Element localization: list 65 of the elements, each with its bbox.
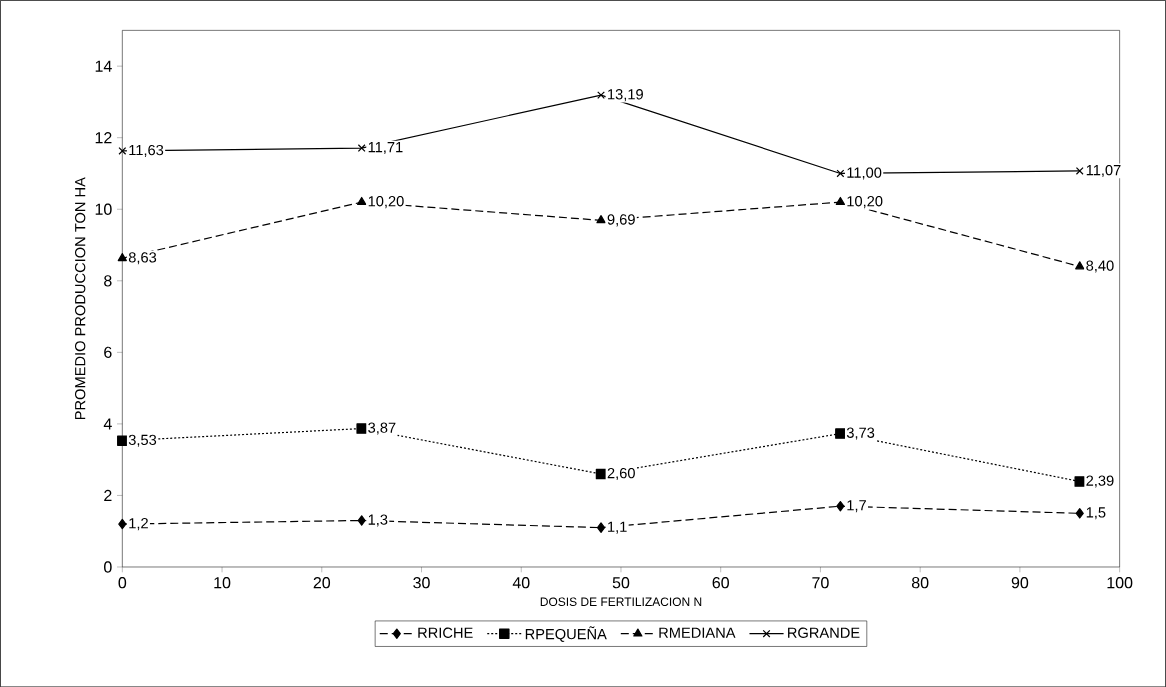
data-label: 11,71 [368, 141, 403, 154]
point [118, 146, 127, 155]
data-label: 1,1 [608, 521, 627, 534]
data-label: 2,39 [1086, 475, 1114, 488]
data-label: 1,3 [368, 514, 388, 527]
data-label: 10,20 [368, 195, 404, 208]
point [357, 515, 366, 526]
data-label: 11,07 [1086, 164, 1121, 177]
point [835, 196, 846, 205]
x-tick-label: 60 [712, 576, 729, 589]
data-label: 8,63 [128, 252, 157, 265]
point [117, 435, 128, 446]
legend-label: RRICHE [418, 627, 473, 638]
point [1075, 261, 1085, 270]
point [117, 252, 127, 262]
data-label: 2,60 [607, 467, 635, 480]
y-axis-title: PROMEDIO PRODUCCION TON HA [74, 176, 86, 419]
data-label: 1,2 [129, 517, 148, 530]
point [836, 169, 845, 178]
y-tick-label: 14 [95, 60, 112, 72]
data-label: 1,5 [1086, 507, 1106, 520]
point [357, 144, 366, 152]
y-tick-label: 0 [104, 561, 112, 573]
y-tick-label: 12 [95, 131, 112, 144]
point [118, 518, 127, 530]
x-tick-label: 100 [1107, 576, 1133, 589]
y-tick-label: 6 [104, 346, 112, 358]
x-tick-label: 50 [612, 576, 630, 589]
point [1075, 166, 1084, 175]
x-tick-label: 30 [413, 576, 430, 589]
point [357, 196, 367, 205]
data-label: 11,63 [129, 144, 164, 157]
point [595, 468, 607, 480]
data-label: 1,7 [847, 500, 866, 513]
point [596, 214, 606, 224]
point [835, 428, 846, 439]
y-tick-label: 8 [104, 274, 112, 287]
legend-label: RPEQUEÑA [525, 626, 607, 642]
x-tick-label: 70 [812, 576, 829, 589]
x-tick-label: 0 [118, 576, 127, 589]
legend-label: RMEDIANA [659, 627, 736, 638]
data-label: 9,69 [607, 214, 635, 227]
data-label: 3,73 [846, 427, 875, 440]
data-label: 11,00 [847, 167, 882, 180]
x-axis-title: DOSIS DE FERTILIZACION N [540, 597, 702, 606]
legend-label: RGRANDE [788, 627, 860, 638]
point [596, 522, 606, 533]
y-tick-label: 4 [103, 418, 112, 430]
point [356, 423, 367, 434]
data-label: 3,53 [128, 434, 157, 447]
x-tick-label: 80 [911, 576, 929, 589]
data-label: 3,87 [368, 422, 396, 435]
x-tick-label: 90 [1011, 576, 1029, 589]
y-tick-label: 2 [104, 489, 112, 501]
x-tick-label: 40 [512, 576, 530, 589]
y-tick-label: 10 [95, 203, 112, 215]
data-label: 10,20 [847, 195, 883, 208]
point [836, 500, 845, 512]
data-label: 13,19 [608, 88, 643, 102]
point [597, 91, 605, 99]
x-tick-label: 10 [214, 576, 231, 589]
data-label: 8,40 [1086, 260, 1114, 273]
point [1074, 476, 1086, 487]
point [1075, 507, 1084, 519]
x-tick-label: 20 [313, 576, 331, 589]
